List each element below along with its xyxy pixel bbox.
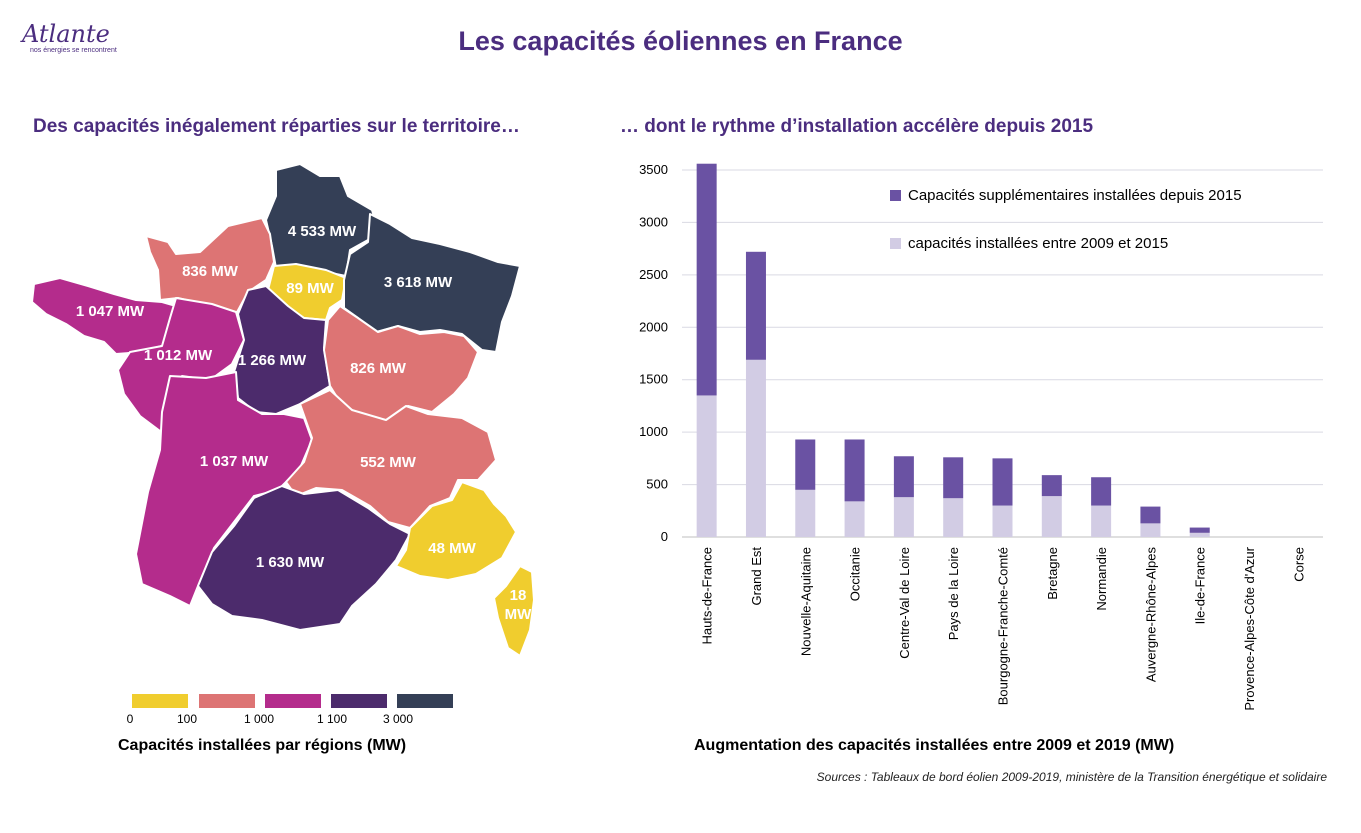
bar-segment — [1091, 505, 1112, 537]
bar-segment — [745, 251, 766, 360]
y-tick-label: 2500 — [639, 267, 668, 282]
legend-swatch — [331, 694, 387, 708]
y-tick-label: 1500 — [639, 372, 668, 387]
region-normandie — [145, 217, 275, 315]
bar-segment — [1140, 523, 1161, 537]
region-value-label: 89 MW — [286, 280, 334, 297]
bar-segment — [1041, 475, 1062, 497]
bar-segment — [1091, 477, 1112, 506]
region-value-label: 48 MW — [428, 540, 476, 557]
legend-label: capacités installées entre 2009 et 2015 — [908, 235, 1168, 252]
bar-segment — [943, 457, 964, 499]
x-tick-label: Ile-de-France — [1193, 547, 1208, 624]
y-tick-label: 1000 — [639, 424, 668, 439]
map-subtitle: Des capacités inégalement réparties sur … — [33, 116, 520, 137]
legend-tick-label: 1 100 — [316, 712, 348, 726]
legend-swatch — [397, 694, 453, 708]
legend-swatch — [265, 694, 321, 708]
legend-marker — [890, 190, 901, 201]
bar-segment — [893, 497, 914, 537]
x-tick-label: Pays de la Loire — [946, 547, 961, 640]
region-grand-est — [343, 213, 521, 353]
y-tick-label: 0 — [661, 529, 668, 544]
y-tick-label: 500 — [646, 477, 668, 492]
region-value-label: 1 037 MW — [200, 453, 269, 470]
region-value-label: 1 630 MW — [256, 554, 325, 571]
bar-segment — [893, 456, 914, 498]
y-tick-label: 3000 — [639, 214, 668, 229]
legend-marker — [890, 238, 901, 249]
region-value-label: 1 012 MW — [144, 347, 213, 364]
x-tick-label: Centre-Val de Loire — [897, 547, 912, 659]
region-value-label: 3 618 MW — [384, 274, 453, 291]
chart-caption: Augmentation des capacités installées en… — [694, 737, 1175, 754]
legend-swatch — [199, 694, 255, 708]
page-title: Les capacités éoliennes en France — [458, 26, 903, 56]
chart-subtitle: … dont le rythme d’installation accélère… — [620, 116, 1094, 137]
region-value-label: 4 533 MW — [288, 223, 357, 240]
region-value-label: 836 MW — [182, 263, 239, 280]
region-value-label: 552 MW — [360, 454, 417, 471]
region-value-label: 826 MW — [350, 360, 407, 377]
legend-tick-label: 0 — [126, 712, 134, 726]
bar-segment — [1041, 496, 1062, 537]
x-tick-label: Auvergne-Rhône-Alpes — [1143, 547, 1158, 683]
bar-segment — [795, 439, 816, 490]
y-tick-label: 2000 — [639, 319, 668, 334]
x-tick-label: Provence-Alpes-Côte d'Azur — [1242, 546, 1257, 710]
logo: Atlante nos énergies se rencontrent — [22, 22, 117, 54]
region-value-label: 1 266 MW — [238, 352, 307, 369]
x-tick-label: Corse — [1291, 547, 1306, 582]
x-tick-label: Grand Est — [749, 547, 764, 606]
region-corse — [493, 565, 535, 657]
bar-segment — [1140, 506, 1161, 524]
x-tick-label: Normandie — [1094, 547, 1109, 611]
x-tick-label: Bourgogne-Franche-Comté — [996, 547, 1011, 705]
region-paca — [395, 481, 517, 581]
source-note: Sources : Tableaux de bord éolien 2009-2… — [816, 770, 1327, 784]
bar-segment — [696, 395, 717, 537]
bar-segment — [844, 439, 865, 502]
bar-segment — [1189, 527, 1210, 533]
bar-segment — [696, 163, 717, 396]
legend-label: Capacités supplémentaires installées dep… — [908, 187, 1242, 204]
x-tick-label: Hauts-de-France — [700, 547, 715, 645]
legend-swatch — [132, 694, 188, 708]
bar-segment — [943, 498, 964, 537]
bar-segment — [844, 501, 865, 537]
x-tick-label: Occitanie — [848, 547, 863, 601]
region-value-label: 1 047 MW — [76, 303, 145, 320]
france-map: 4 533 MW 836 MW 89 MW 3 618 MW 1 047 MW 1 012… — [31, 163, 535, 657]
region-value-label: MW — [505, 606, 532, 623]
legend-tick-label: 100 — [176, 712, 198, 726]
bar-segment — [745, 359, 766, 537]
region-nouvelle-aquitaine — [135, 371, 313, 607]
x-tick-label: Nouvelle-Aquitaine — [798, 547, 813, 656]
region-value-label: 18 — [510, 587, 527, 604]
x-tick-label: Bretagne — [1045, 547, 1060, 600]
bar-segment — [992, 458, 1013, 506]
logo-name: Atlante — [22, 20, 110, 48]
logo-tagline: nos énergies se rencontrent — [30, 47, 117, 54]
y-tick-label: 3500 — [639, 162, 668, 177]
bar-segment — [795, 489, 816, 537]
bar-segment — [992, 505, 1013, 537]
bar-chart: 0 500 1000 1500 2000 2500 3000 3500 Hauts-de-Fr… — [639, 162, 1323, 711]
legend-tick-label: 1 000 — [243, 712, 275, 726]
map-caption: Capacités installées par régions (MW) — [118, 737, 407, 754]
bar-segment — [1189, 532, 1210, 537]
legend-tick-label: 3 000 — [382, 712, 414, 726]
